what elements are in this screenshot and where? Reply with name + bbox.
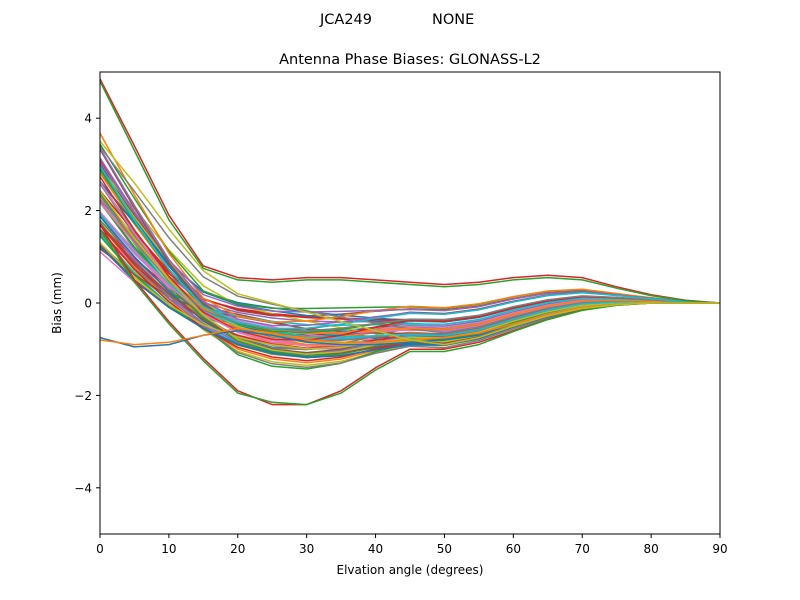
y-axis-label: Bias (mm) [50,272,64,334]
x-tick-label: 10 [161,542,176,556]
y-tick-label: −2 [74,389,92,403]
suptitle-radome: NONE [432,12,474,28]
x-tick-label: 50 [437,542,452,556]
bias-series-line [100,132,720,324]
x-tick-label: 20 [230,542,245,556]
x-axis: 0 10 20 30 40 50 60 70 80 90 [96,534,728,556]
x-tick-label: 0 [96,542,104,556]
bias-series-line [100,165,720,330]
x-tick-label: 30 [299,542,314,556]
x-tick-label: 40 [368,542,383,556]
y-tick-label: 2 [84,204,92,218]
bias-series-line [100,80,720,304]
bias-series-line [100,194,720,332]
x-tick-label: 60 [506,542,521,556]
y-tick-label: 0 [84,297,92,311]
x-axis-label: Elvation angle (degrees) [337,563,484,577]
y-axis: −4 −2 0 2 4 [74,112,100,495]
x-tick-label: 70 [575,542,590,556]
suptitle-station: JCA249 [319,12,372,28]
bias-series-line [100,196,720,335]
chart-title: Antenna Phase Biases: GLONASS-L2 [279,52,541,68]
x-tick-label: 90 [712,542,727,556]
plot-lines [100,78,720,406]
y-tick-label: −4 [74,481,92,495]
x-tick-label: 80 [643,542,658,556]
bias-series-line [100,140,720,346]
bias-series-line [100,78,720,304]
y-tick-label: 4 [84,112,92,126]
